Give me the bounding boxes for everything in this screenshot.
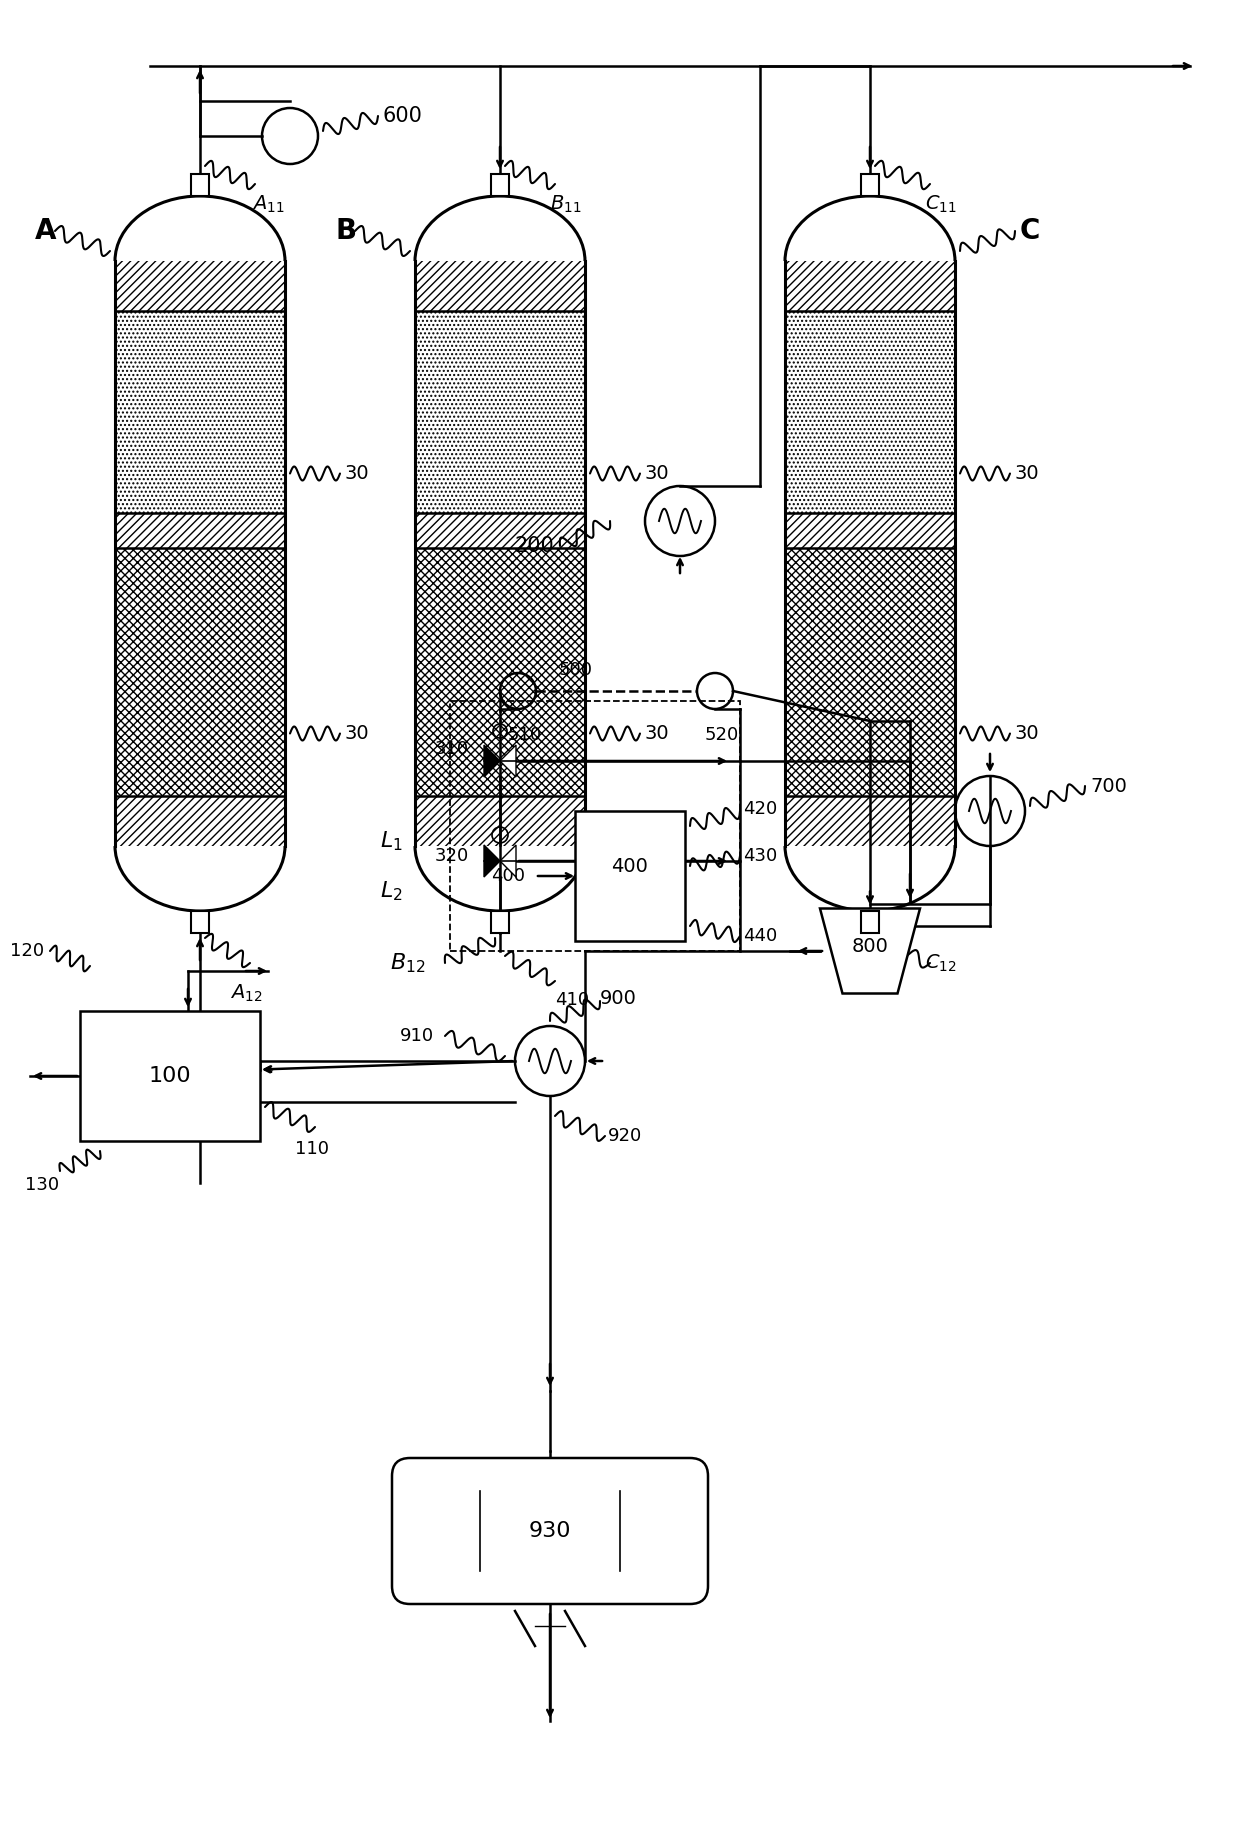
- Text: 30: 30: [1016, 725, 1039, 743]
- Text: 930: 930: [528, 1521, 572, 1541]
- Text: 410: 410: [556, 991, 589, 1009]
- Text: 110: 110: [295, 1140, 329, 1158]
- Text: 900: 900: [600, 989, 637, 1007]
- Text: 30: 30: [345, 725, 370, 743]
- Text: 310: 310: [435, 739, 469, 758]
- Bar: [491, 910, 508, 932]
- Bar: [450, 701, 740, 951]
- Bar: [861, 910, 879, 932]
- Text: $B_{11}$: $B_{11}$: [551, 195, 582, 215]
- Bar: [115, 514, 285, 548]
- Bar: [785, 311, 955, 514]
- Bar: [115, 796, 285, 847]
- Bar: [861, 175, 879, 197]
- Polygon shape: [484, 745, 500, 778]
- Text: 500: 500: [559, 661, 593, 679]
- Text: 130: 130: [25, 1176, 60, 1195]
- Text: 30: 30: [645, 464, 670, 483]
- Bar: [415, 311, 585, 514]
- Bar: [191, 910, 210, 932]
- Text: 600: 600: [383, 106, 423, 126]
- Bar: [415, 514, 585, 548]
- Bar: [191, 175, 210, 197]
- Polygon shape: [820, 909, 920, 994]
- Bar: [115, 260, 285, 311]
- Text: 120: 120: [10, 941, 45, 960]
- Bar: [415, 260, 585, 311]
- Bar: [785, 796, 955, 847]
- Bar: [785, 514, 955, 548]
- Text: $L_1$: $L_1$: [379, 829, 403, 852]
- Text: $A_{11}$: $A_{11}$: [252, 195, 284, 215]
- Bar: [115, 548, 285, 796]
- Bar: [785, 260, 955, 311]
- Text: 100: 100: [149, 1065, 191, 1085]
- Text: $C_{11}$: $C_{11}$: [925, 195, 957, 215]
- Text: 520: 520: [706, 727, 739, 745]
- Text: A: A: [35, 217, 57, 246]
- Polygon shape: [500, 845, 516, 878]
- Bar: [415, 796, 585, 847]
- Text: 30: 30: [1016, 464, 1039, 483]
- Text: C: C: [1021, 217, 1040, 246]
- Text: 320: 320: [435, 847, 469, 865]
- Text: 800: 800: [852, 936, 888, 956]
- Text: 700: 700: [1090, 776, 1127, 796]
- Text: 30: 30: [645, 725, 670, 743]
- Text: 400: 400: [491, 867, 525, 885]
- Text: 920: 920: [608, 1127, 642, 1145]
- Bar: [81, 1011, 260, 1142]
- Text: B: B: [335, 217, 356, 246]
- Text: 440: 440: [743, 927, 777, 945]
- Text: 400: 400: [611, 856, 649, 876]
- Bar: [575, 810, 684, 941]
- Text: 420: 420: [743, 799, 777, 818]
- Text: 910: 910: [401, 1027, 434, 1045]
- Polygon shape: [484, 845, 500, 878]
- Text: 200: 200: [515, 535, 554, 555]
- Text: $L_2$: $L_2$: [379, 880, 403, 903]
- Text: $A_{12}$: $A_{12}$: [229, 983, 263, 1005]
- Text: 510: 510: [508, 727, 542, 745]
- Text: $B_{12}$: $B_{12}$: [391, 951, 425, 974]
- Bar: [491, 175, 508, 197]
- Bar: [785, 548, 955, 796]
- FancyBboxPatch shape: [392, 1459, 708, 1604]
- Bar: [415, 548, 585, 796]
- Bar: [115, 311, 285, 514]
- Polygon shape: [500, 745, 516, 778]
- Text: 30: 30: [345, 464, 370, 483]
- Text: $C_{12}$: $C_{12}$: [925, 952, 956, 974]
- Text: 430: 430: [743, 847, 777, 865]
